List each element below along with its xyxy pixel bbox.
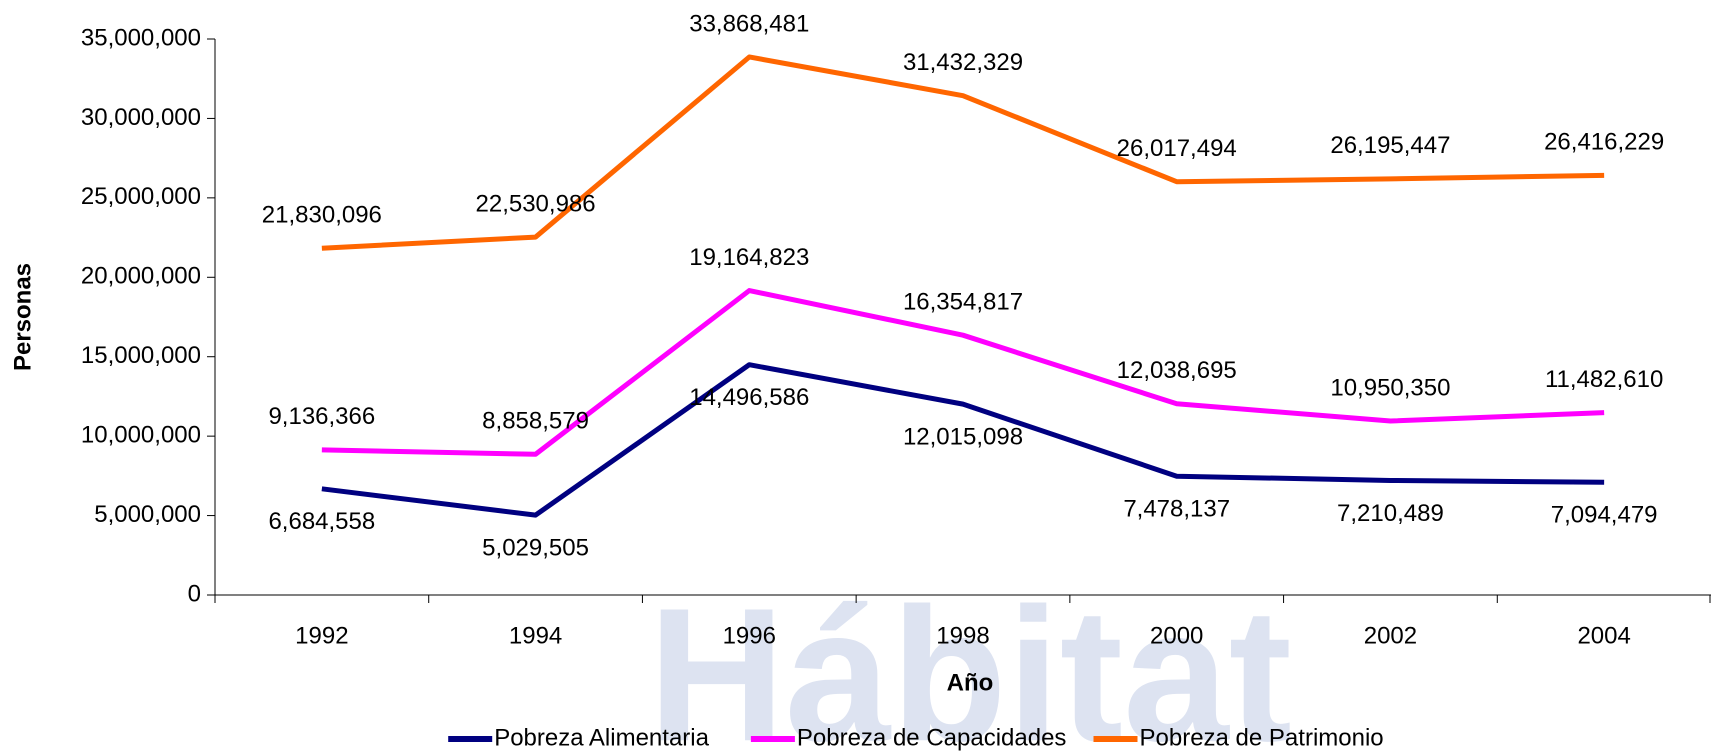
y-tick-label: 15,000,000: [81, 342, 201, 369]
data-label: 31,432,329: [903, 49, 1023, 76]
data-label: 8,858,579: [482, 408, 589, 435]
data-label: 14,496,586: [689, 384, 809, 411]
y-tick-label: 25,000,000: [81, 183, 201, 210]
x-tick-label: 1992: [295, 622, 348, 649]
data-label: 7,478,137: [1123, 496, 1230, 523]
y-tick-label: 20,000,000: [81, 263, 201, 290]
y-axis-label: Personas: [9, 263, 36, 371]
x-tick-label: 1994: [509, 622, 562, 649]
series-line: [321, 54, 1605, 251]
data-label: 26,017,494: [1117, 135, 1237, 162]
x-tick-label: 2002: [1364, 622, 1417, 649]
watermark: Hábitat: [648, 569, 1292, 754]
y-tick-label: 5,000,000: [94, 501, 201, 528]
x-tick-label: 2004: [1577, 622, 1630, 649]
y-tick-label: 0: [188, 580, 201, 607]
data-label: 26,416,229: [1544, 129, 1664, 156]
x-tick-label: 1996: [723, 622, 776, 649]
data-label: 33,868,481: [689, 10, 809, 37]
x-tick-label: 1998: [936, 622, 989, 649]
y-tick-label: 30,000,000: [81, 104, 201, 131]
data-label: 11,482,610: [1545, 366, 1663, 393]
data-label: 12,015,098: [903, 423, 1023, 450]
legend-label: Pobreza de Patrimonio: [1140, 724, 1384, 751]
x-axis-label: Año: [947, 669, 994, 696]
x-tick-label: 2000: [1150, 622, 1203, 649]
y-tick-label: 10,000,000: [81, 421, 201, 448]
series-line: [321, 362, 1605, 518]
data-label: 22,530,986: [476, 190, 596, 217]
data-label: 21,830,096: [262, 202, 382, 229]
legend-label: Pobreza de Capacidades: [797, 724, 1067, 751]
data-label: 7,094,479: [1551, 502, 1658, 529]
y-tick-label: 35,000,000: [81, 24, 201, 51]
data-label: 10,950,350: [1330, 374, 1450, 401]
data-label: 12,038,695: [1117, 357, 1237, 384]
data-label: 19,164,823: [689, 244, 809, 271]
data-label: 26,195,447: [1330, 132, 1450, 159]
series-line: [321, 288, 1605, 457]
data-label: 16,354,817: [903, 289, 1023, 316]
data-label: 7,210,489: [1337, 500, 1444, 527]
legend-label: Pobreza Alimentaria: [494, 724, 709, 751]
data-label: 9,136,366: [268, 403, 375, 430]
data-label: 5,029,505: [482, 534, 589, 561]
data-label: 6,684,558: [268, 508, 375, 535]
